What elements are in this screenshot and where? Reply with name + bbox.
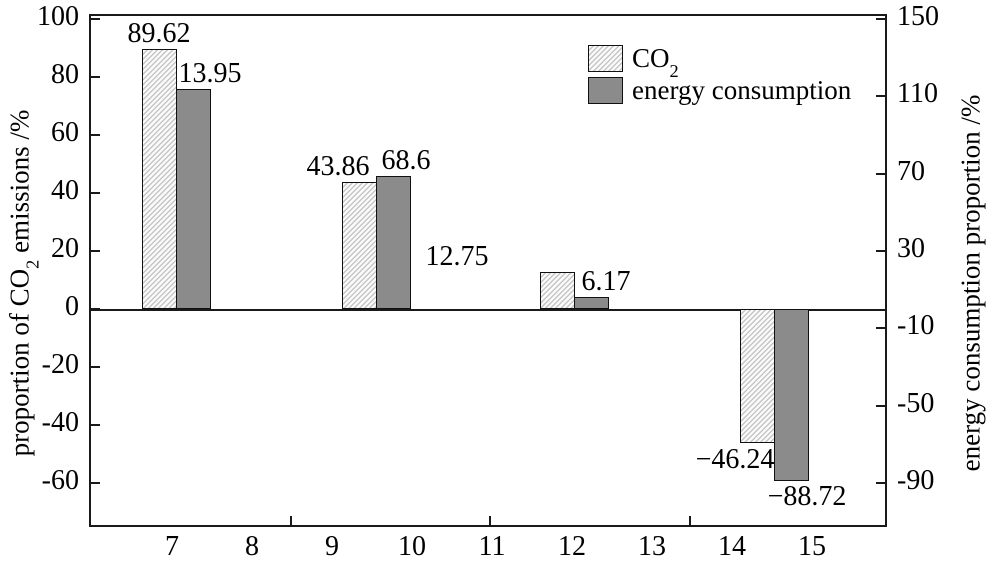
left-axis-tick-label: 60	[51, 117, 79, 148]
bar-energy	[773, 309, 809, 481]
left-axis-title: proportion of CO2 emissions /%	[5, 110, 43, 457]
left-axis-tick-label: 80	[51, 59, 79, 90]
bar-value-label: 68.6	[381, 145, 431, 176]
bar-value-label: 12.75	[425, 241, 489, 272]
right-axis-tick-label: -10	[897, 310, 935, 342]
left-axis-tick-mark	[91, 366, 100, 368]
right-axis-tick-mark	[876, 250, 885, 252]
left-axis-tick-mark	[91, 250, 100, 252]
bar-value-label: 89.62	[127, 18, 191, 49]
x-axis-tick-label: 7	[165, 531, 179, 562]
left-axis-tick-mark	[91, 192, 100, 194]
left-axis-tick-mark	[91, 18, 100, 20]
left-axis-tick-label: 0	[65, 291, 79, 322]
legend: CO2 energy consumption	[588, 45, 851, 104]
right-axis-tick-mark	[876, 95, 885, 98]
x-axis-tick-mark	[489, 516, 491, 525]
legend-swatch-co2	[588, 45, 623, 72]
bar-energy	[375, 176, 411, 309]
x-axis-tick-label: 8	[245, 531, 259, 562]
bar-co2	[342, 181, 377, 309]
left-axis-tick-mark	[91, 482, 100, 484]
left-axis-tick-mark	[91, 424, 100, 426]
x-axis-tick-mark	[289, 516, 292, 525]
bar-co2	[142, 49, 177, 309]
legend-item-co2: CO2	[588, 43, 851, 82]
x-axis-tick-label: 13	[638, 531, 666, 562]
x-axis-tick-label: 10	[398, 531, 426, 562]
bar-value-label: −88.72	[767, 481, 847, 512]
legend-item-energy: energy consumption	[588, 77, 851, 104]
right-axis-tick-label: -50	[897, 387, 935, 419]
bar-value-label: −46.24	[695, 444, 775, 475]
right-axis-title: energy consumption proportion /%	[955, 94, 986, 472]
right-axis-tick-label: -90	[897, 465, 935, 496]
right-axis-tick-label: 150	[897, 1, 939, 32]
left-axis-tick-label: 20	[51, 233, 79, 264]
right-axis-tick-label: 110	[897, 78, 938, 110]
right-axis-tick-mark	[876, 482, 885, 484]
legend-label-co2: CO2	[632, 43, 679, 82]
left-axis-tick-mark	[91, 134, 100, 136]
right-axis-tick-mark	[876, 404, 885, 407]
right-axis-tick-label: 30	[897, 233, 925, 264]
x-axis-tick-label: 9	[325, 531, 339, 562]
legend-label-energy: energy consumption	[632, 75, 852, 105]
right-axis-tick-label: 70	[897, 155, 925, 187]
bar-energy	[175, 88, 211, 309]
plot-area: 89.62 43.86 12.75 −46.24 13.95 68.6 6.17 −88.72	[89, 14, 887, 527]
left-axis-tick-label: -60	[41, 465, 79, 496]
legend-swatch-energy	[588, 77, 623, 104]
right-axis-tick-mark	[876, 18, 885, 20]
bar-value-label: 43.86	[306, 151, 370, 182]
bar-co2	[740, 309, 775, 444]
zero-baseline	[91, 309, 885, 311]
x-axis-tick-label: 11	[478, 531, 506, 562]
bar-energy	[573, 297, 609, 309]
bar-co2	[540, 272, 575, 309]
x-axis-tick-label: 15	[798, 531, 826, 562]
left-axis-tick-label: -40	[41, 407, 79, 438]
left-axis-tick-mark	[91, 308, 100, 310]
right-axis-tick-mark	[876, 172, 885, 175]
bar-value-label: 6.17	[581, 266, 631, 297]
bar-value-label: 13.95	[178, 58, 242, 89]
x-axis-tick-label: 14	[718, 531, 746, 562]
left-axis-tick-label: 40	[51, 175, 79, 206]
left-axis-tick-label: 100	[37, 1, 79, 32]
x-axis-tick-label: 12	[558, 531, 586, 562]
right-axis-tick-mark	[876, 327, 885, 330]
x-axis-tick-mark	[688, 516, 691, 525]
left-axis-tick-mark	[91, 76, 100, 78]
left-axis-tick-label: -20	[41, 349, 79, 380]
